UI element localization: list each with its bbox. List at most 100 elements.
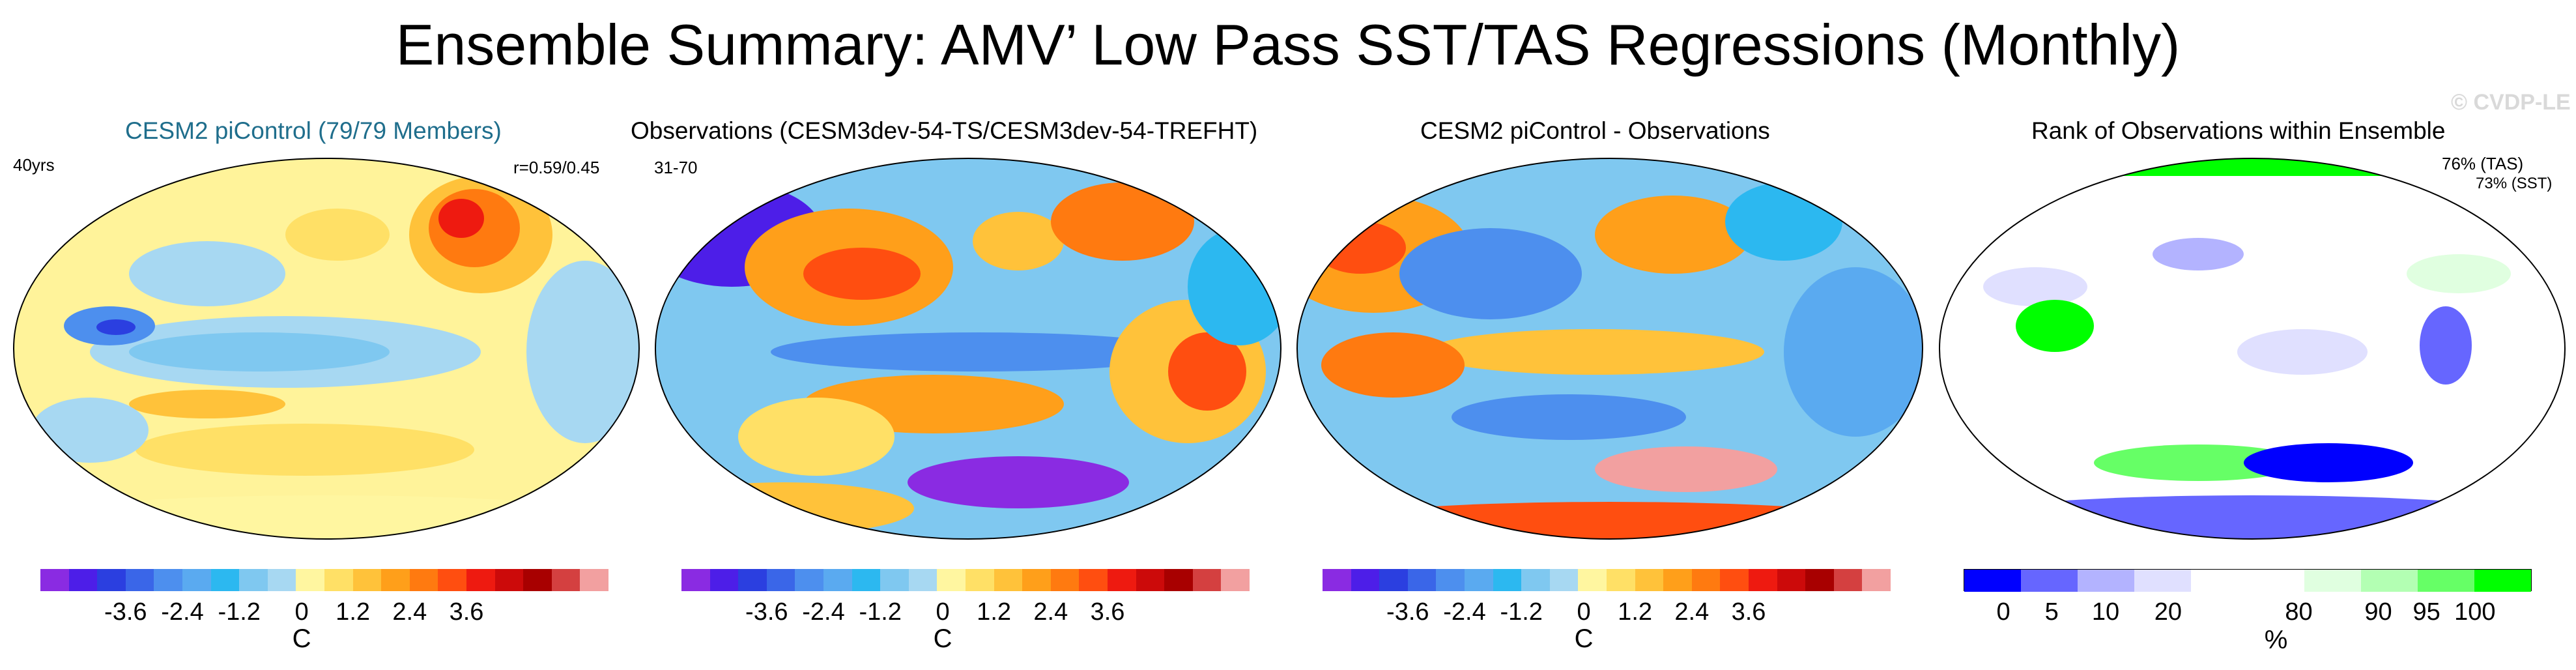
panel-title-difference: CESM2 piControl - Observations [1420, 117, 1770, 144]
colorbar-swatch [908, 569, 937, 591]
colorbar-swatch [1777, 569, 1806, 591]
difference-tick-label: -3.6 [1386, 598, 1429, 626]
colorbar-swatch [1464, 569, 1493, 591]
correlation-note: r=0.59/0.45 [513, 158, 600, 177]
colorbar-swatch [1521, 569, 1550, 591]
model-tick-label: -1.2 [218, 598, 261, 626]
rank-sst-note: 73% (SST) [2476, 175, 2553, 192]
colorbar-swatch [125, 569, 154, 591]
colorbar-swatch [738, 569, 767, 591]
colorbar-swatch [823, 569, 852, 591]
colorbar-swatch [1136, 569, 1165, 591]
model-tick-label: 2.4 [392, 598, 427, 626]
colorbar-swatch [2304, 570, 2361, 592]
colorbar-swatch [267, 569, 296, 591]
colorbar-swatch [97, 569, 126, 591]
observations-tick-label: -2.4 [802, 598, 845, 626]
observations-tick-label: -1.2 [859, 598, 902, 626]
colorbar-swatch [1606, 569, 1635, 591]
colorbar-observations [681, 569, 1250, 591]
model-tick-label: 3.6 [449, 598, 484, 626]
colorbar-swatch [580, 569, 608, 591]
colorbar-swatch [937, 569, 966, 591]
colorbar-swatch [1221, 569, 1250, 591]
rank-tick-label: 0 [1996, 598, 2011, 626]
colorbar-swatch [2021, 570, 2078, 592]
colorbar-swatch [523, 569, 552, 591]
map-model [13, 158, 640, 540]
figure-title: Ensemble Summary: AMV’ Low Pass SST/TAS … [395, 12, 2181, 77]
rank-unit-label: % [2264, 626, 2288, 654]
colorbar-swatch [296, 569, 324, 591]
colorbar-swatch [154, 569, 182, 591]
years-note: 40yrs [13, 155, 55, 175]
model-tick-label: -2.4 [161, 598, 204, 626]
colorbar-swatch [1407, 569, 1437, 591]
colorbar-swatch [1549, 569, 1579, 591]
colorbar-swatch [2078, 570, 2134, 592]
colorbar-swatch [1164, 569, 1193, 591]
colorbar-swatch [1691, 569, 1721, 591]
colorbar-swatch [494, 569, 524, 591]
colorbar-swatch [795, 569, 823, 591]
colorbar-swatch [1578, 569, 1607, 591]
model-tick-label: -3.6 [104, 598, 147, 626]
difference-tick-label: -1.2 [1500, 598, 1543, 626]
colorbar-swatch [1720, 569, 1749, 591]
colorbar-swatch [1192, 569, 1222, 591]
colorbar-swatch [965, 569, 994, 591]
colorbar-swatch [68, 569, 98, 591]
rank-tick-label: 90 [2364, 598, 2392, 626]
colorbar-swatch [852, 569, 881, 591]
colorbar-swatch [880, 569, 909, 591]
colorbar-swatch [466, 569, 495, 591]
colorbar-swatch [324, 569, 353, 591]
colorbar-swatch [438, 569, 466, 591]
colorbar-swatch [766, 569, 795, 591]
colorbar-swatch [1079, 569, 1108, 591]
colorbar-swatch [1351, 569, 1380, 591]
colorbar-model [40, 569, 608, 591]
colorbar-swatch [1022, 569, 1051, 591]
colorbar-swatch [1107, 569, 1136, 591]
colorbar-swatch [1964, 570, 2021, 592]
colorbar-swatch [551, 569, 580, 591]
colorbar-swatch [352, 569, 382, 591]
difference-tick-label: 1.2 [1618, 598, 1653, 626]
colorbar-swatch [709, 569, 739, 591]
rank-tas-note: 76% (TAS) [2442, 154, 2524, 173]
colorbar-swatch [239, 569, 268, 591]
colorbar-difference [1323, 569, 1891, 591]
observations-tick-label: 1.2 [977, 598, 1012, 626]
model-unit-label: C [292, 624, 311, 653]
colorbar-swatch [2191, 570, 2248, 592]
map-observations [655, 158, 1281, 540]
difference-tick-label: -2.4 [1443, 598, 1486, 626]
colorbar-swatch [40, 569, 69, 591]
watermark: © CVDP-LE [2451, 90, 2571, 115]
colorbar-swatch [1379, 569, 1408, 591]
colorbar-swatch [994, 569, 1023, 591]
colorbar-swatch [1323, 569, 1351, 591]
colorbar-swatch [1833, 569, 1863, 591]
obs-years-note: 31-70 [654, 158, 698, 177]
colorbar-rank [1964, 569, 2532, 592]
rank-tick-label: 95 [2412, 598, 2440, 626]
panel-title-model: CESM2 piControl (79/79 Members) [125, 117, 502, 144]
difference-tick-label: 3.6 [1731, 598, 1766, 626]
colorbar-swatch [182, 569, 211, 591]
observations-tick-label: 2.4 [1033, 598, 1068, 626]
colorbar-swatch [2248, 570, 2304, 592]
colorbar-swatch [381, 569, 410, 591]
panel-title-observations: Observations (CESM3dev-54-TS/CESM3dev-54… [631, 117, 1258, 144]
rank-tick-label: 100 [2454, 598, 2496, 626]
colorbar-swatch [1635, 569, 1664, 591]
rank-tick-label: 80 [2285, 598, 2313, 626]
map-difference [1296, 158, 1923, 540]
difference-tick-label: 0 [1577, 598, 1591, 626]
observations-tick-label: 0 [936, 598, 950, 626]
colorbar-swatch [1805, 569, 1834, 591]
observations-tick-label: 3.6 [1090, 598, 1125, 626]
difference-tick-label: 2.4 [1674, 598, 1710, 626]
model-tick-label: 1.2 [336, 598, 371, 626]
